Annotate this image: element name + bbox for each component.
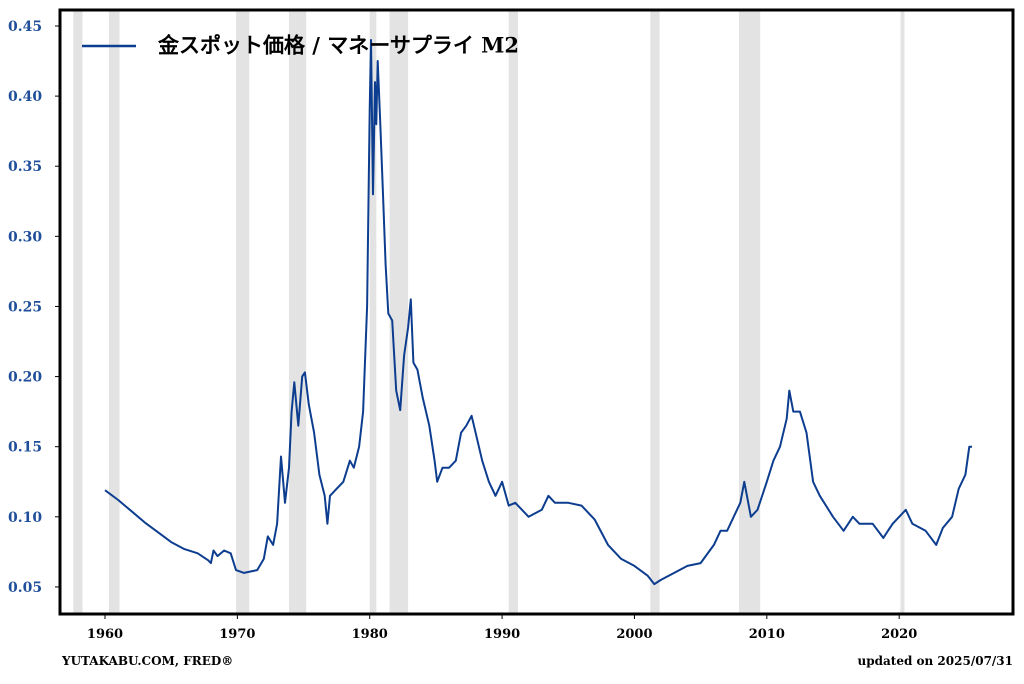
recession-band [108, 10, 120, 614]
legend-label: 金スポット価格 / マネーサプライ M2 [157, 33, 519, 58]
y-tick-label: 0.35 [8, 159, 42, 175]
plot-frame [58, 8, 1015, 616]
y-tick-label: 0.05 [8, 580, 42, 596]
data-line [104, 39, 972, 586]
y-tick-label: 0.45 [8, 19, 42, 35]
updated-note: updated on 2025/07/31 [858, 654, 1014, 668]
x-tick-label: 2000 [616, 627, 652, 642]
recession-band [650, 10, 660, 614]
recession-band [288, 10, 307, 614]
x-tick-label: 2020 [881, 627, 917, 642]
recession-band [369, 10, 377, 614]
x-tick-label: 2010 [749, 627, 785, 642]
source-note: YUTAKABU.COM, FRED® [61, 654, 233, 668]
x-tick-label: 1990 [484, 627, 520, 642]
recession-band [236, 10, 250, 614]
y-tick-label: 0.10 [8, 510, 42, 526]
recession-band [900, 10, 905, 614]
recession-band [73, 10, 83, 614]
x-tick-label: 1960 [87, 627, 123, 642]
x-tick-label: 1970 [219, 627, 255, 642]
y-tick-label: 0.40 [8, 89, 42, 105]
y-tick-label: 0.25 [8, 299, 42, 315]
y-tick-label: 0.15 [8, 440, 42, 456]
recession-band [739, 10, 761, 614]
recession-band [508, 10, 518, 614]
plot-area [73, 10, 972, 614]
recession-band [389, 10, 409, 614]
x-tick-label: 1980 [352, 627, 388, 642]
y-tick-label: 0.30 [8, 229, 42, 245]
y-tick-label: 0.20 [8, 370, 42, 386]
